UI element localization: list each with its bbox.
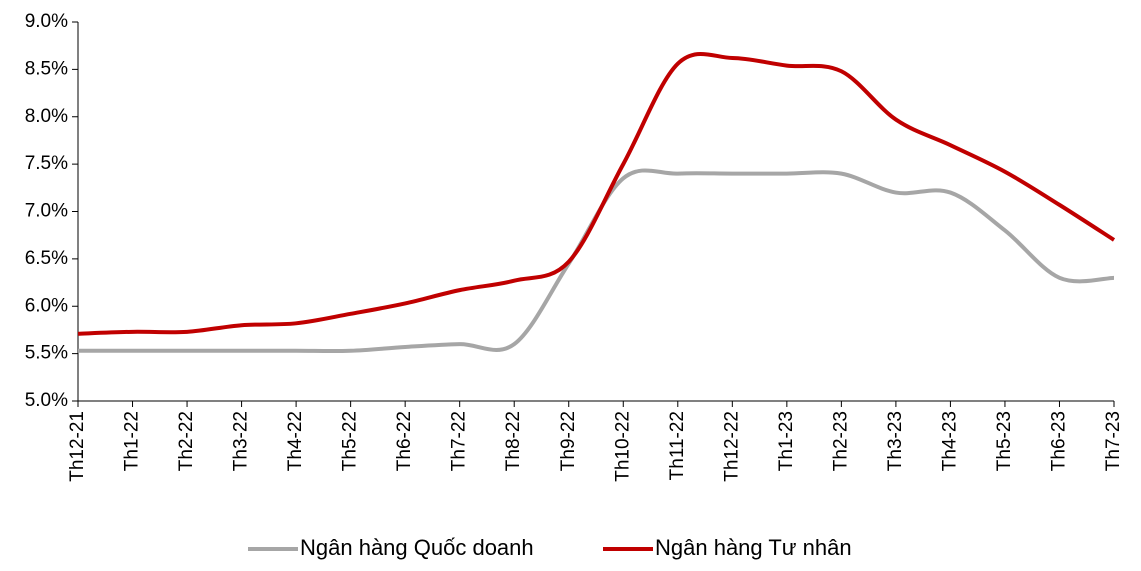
- y-tick-label: 8.0%: [25, 106, 68, 127]
- x-tick-label: Th11-22: [667, 411, 688, 480]
- x-tick-label: Th5-23: [994, 411, 1015, 471]
- y-tick-label: 5.0%: [25, 390, 68, 411]
- y-tick-label: 8.5%: [25, 58, 68, 79]
- y-tick-label: 9.0%: [25, 11, 68, 32]
- x-tick-label: Th12-22: [721, 411, 742, 482]
- legend-label: Ngân hàng Quốc doanh: [300, 535, 534, 560]
- y-tick-label: 6.0%: [25, 295, 68, 316]
- x-tick-label: Th2-22: [176, 411, 197, 471]
- line-series: [77, 51, 1116, 336]
- x-tick-label: Th7-22: [449, 411, 470, 471]
- x-tick-label: Th7-23: [1103, 411, 1124, 471]
- x-tick-label: Th1-23: [776, 411, 797, 471]
- x-tick-label: Th4-23: [939, 411, 960, 471]
- x-tick-label: Th3-22: [231, 411, 252, 471]
- x-tick-label: Th5-22: [340, 411, 361, 471]
- x-tick-label: Th6-23: [1048, 411, 1069, 471]
- x-tick-label: Th1-22: [122, 411, 143, 471]
- x-tick-label: Th6-22: [394, 411, 415, 471]
- y-tick-label: 7.0%: [25, 201, 68, 222]
- x-tick-label: Th10-22: [612, 411, 633, 482]
- y-tick-label: 6.5%: [25, 248, 68, 269]
- legend-label: Ngân hàng Tư nhân: [655, 535, 852, 560]
- x-tick-label: Th9-22: [558, 411, 579, 471]
- y-tick-label: 5.5%: [25, 343, 68, 364]
- x-tick-label: Th4-22: [285, 411, 306, 471]
- x-tick-label: Th12-21: [67, 411, 88, 482]
- line-series: [78, 168, 1115, 354]
- legend: Ngân hàng Quốc doanh Ngân hàng Tư nhân: [248, 535, 852, 560]
- x-tick-label: Th3-23: [885, 411, 906, 471]
- x-tick-label: Th8-22: [503, 411, 524, 471]
- y-tick-label: 7.5%: [25, 153, 68, 174]
- x-tick-label: Th2-23: [830, 411, 851, 471]
